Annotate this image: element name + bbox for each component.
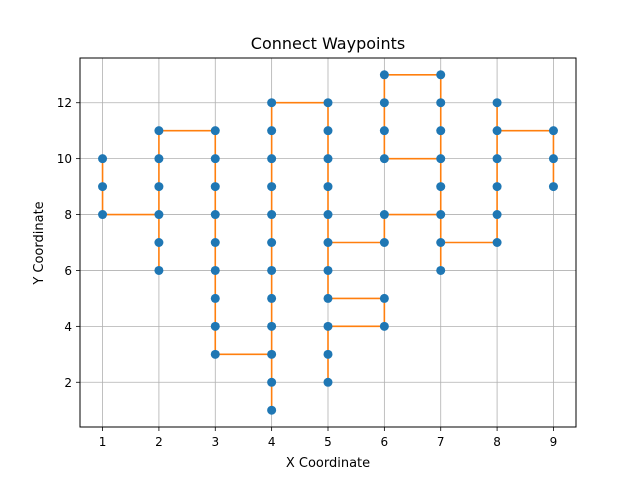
waypoint-marker	[210, 210, 220, 220]
waypoint-marker	[323, 321, 333, 331]
waypoint-marker	[267, 98, 277, 108]
waypoint-marker	[323, 98, 333, 108]
waypoint-marker	[379, 70, 389, 80]
y-tick-label: 4	[64, 320, 72, 334]
waypoint-marker	[210, 238, 220, 247]
path-layer	[101, 73, 555, 412]
x-tick-label: 1	[99, 435, 107, 449]
waypoint-marker	[98, 182, 108, 192]
waypoint-marker	[210, 265, 220, 275]
x-tick-label: 3	[211, 435, 219, 449]
x-tick-label: 5	[324, 435, 332, 449]
waypoint-marker	[323, 265, 333, 275]
waypoint-marker	[436, 154, 446, 164]
waypoint-marker	[267, 265, 277, 275]
x-tick-label: 4	[268, 435, 276, 449]
waypoint-marker	[154, 210, 164, 220]
x-tick-label: 6	[381, 435, 389, 449]
waypoint-marker	[379, 210, 389, 220]
waypoint-marker	[267, 210, 277, 220]
waypoint-marker	[379, 293, 389, 303]
points-layer	[98, 70, 558, 415]
waypoint-marker	[267, 377, 277, 387]
waypoint-marker	[267, 126, 277, 136]
waypoint-marker	[210, 182, 220, 192]
waypoint-marker	[436, 70, 446, 80]
y-tick-label: 12	[57, 96, 72, 110]
waypoint-marker	[210, 293, 220, 303]
waypoint-marker	[210, 321, 220, 331]
waypoint-marker	[98, 210, 108, 220]
waypoint-marker	[267, 321, 277, 331]
waypoint-marker	[267, 238, 277, 247]
x-tick-label: 8	[493, 435, 501, 449]
waypoint-marker	[492, 182, 502, 192]
x-axis-ticks: 1 2 3 4 5 6 7 8 9	[99, 427, 558, 449]
waypoint-marker	[323, 238, 333, 247]
chart-title: Connect Waypoints	[251, 34, 405, 53]
waypoint-marker	[98, 154, 108, 164]
waypoint-marker	[379, 238, 389, 247]
waypoint-marker	[436, 98, 446, 108]
x-axis-label: X Coordinate	[286, 456, 370, 471]
waypoint-marker	[379, 98, 389, 108]
x-tick-label: 2	[155, 435, 163, 449]
waypoint-marker	[379, 126, 389, 136]
y-axis-label: Y Coordinate	[32, 201, 47, 285]
waypoint-marker	[323, 293, 333, 303]
y-tick-label: 8	[64, 208, 72, 222]
waypoint-marker	[323, 377, 333, 387]
waypoint-marker	[154, 182, 164, 192]
waypoint-marker	[492, 238, 502, 247]
waypoint-marker	[154, 126, 164, 136]
waypoint-marker	[492, 98, 502, 108]
waypoint-path-segment	[327, 242, 386, 383]
y-tick-label: 6	[64, 264, 72, 278]
waypoint-path	[101, 73, 555, 412]
waypoint-marker	[436, 210, 446, 220]
waypoint-marker	[548, 154, 558, 164]
waypoint-marker	[323, 126, 333, 136]
waypoint-marker	[436, 265, 446, 275]
waypoint-marker	[548, 126, 558, 136]
waypoint-marker	[492, 154, 502, 164]
x-tick-label: 9	[550, 435, 558, 449]
y-axis-ticks: 2 4 6 8 10 12	[57, 96, 80, 390]
waypoint-marker	[154, 265, 164, 275]
waypoint-marker	[436, 126, 446, 136]
waypoint-marker	[267, 405, 277, 415]
waypoint-marker	[436, 182, 446, 192]
x-tick-label: 7	[437, 435, 445, 449]
waypoint-marker	[323, 182, 333, 192]
waypoint-marker	[492, 210, 502, 220]
waypoint-marker	[210, 154, 220, 164]
waypoint-marker	[210, 349, 220, 359]
waypoint-marker	[267, 154, 277, 164]
y-tick-label: 2	[64, 376, 72, 390]
waypoint-marker	[548, 182, 558, 192]
waypoint-marker	[154, 154, 164, 164]
waypoint-marker	[379, 154, 389, 164]
y-tick-label: 10	[57, 152, 72, 166]
waypoint-marker	[323, 210, 333, 220]
waypoint-marker	[267, 349, 277, 359]
waypoint-marker	[323, 154, 333, 164]
waypoint-marker	[379, 321, 389, 331]
waypoint-marker	[210, 126, 220, 136]
waypoint-marker	[323, 349, 333, 359]
waypoint-marker	[267, 182, 277, 192]
waypoint-marker	[492, 126, 502, 136]
waypoint-marker	[436, 238, 446, 247]
waypoint-marker	[154, 238, 164, 247]
waypoint-marker	[267, 293, 277, 303]
